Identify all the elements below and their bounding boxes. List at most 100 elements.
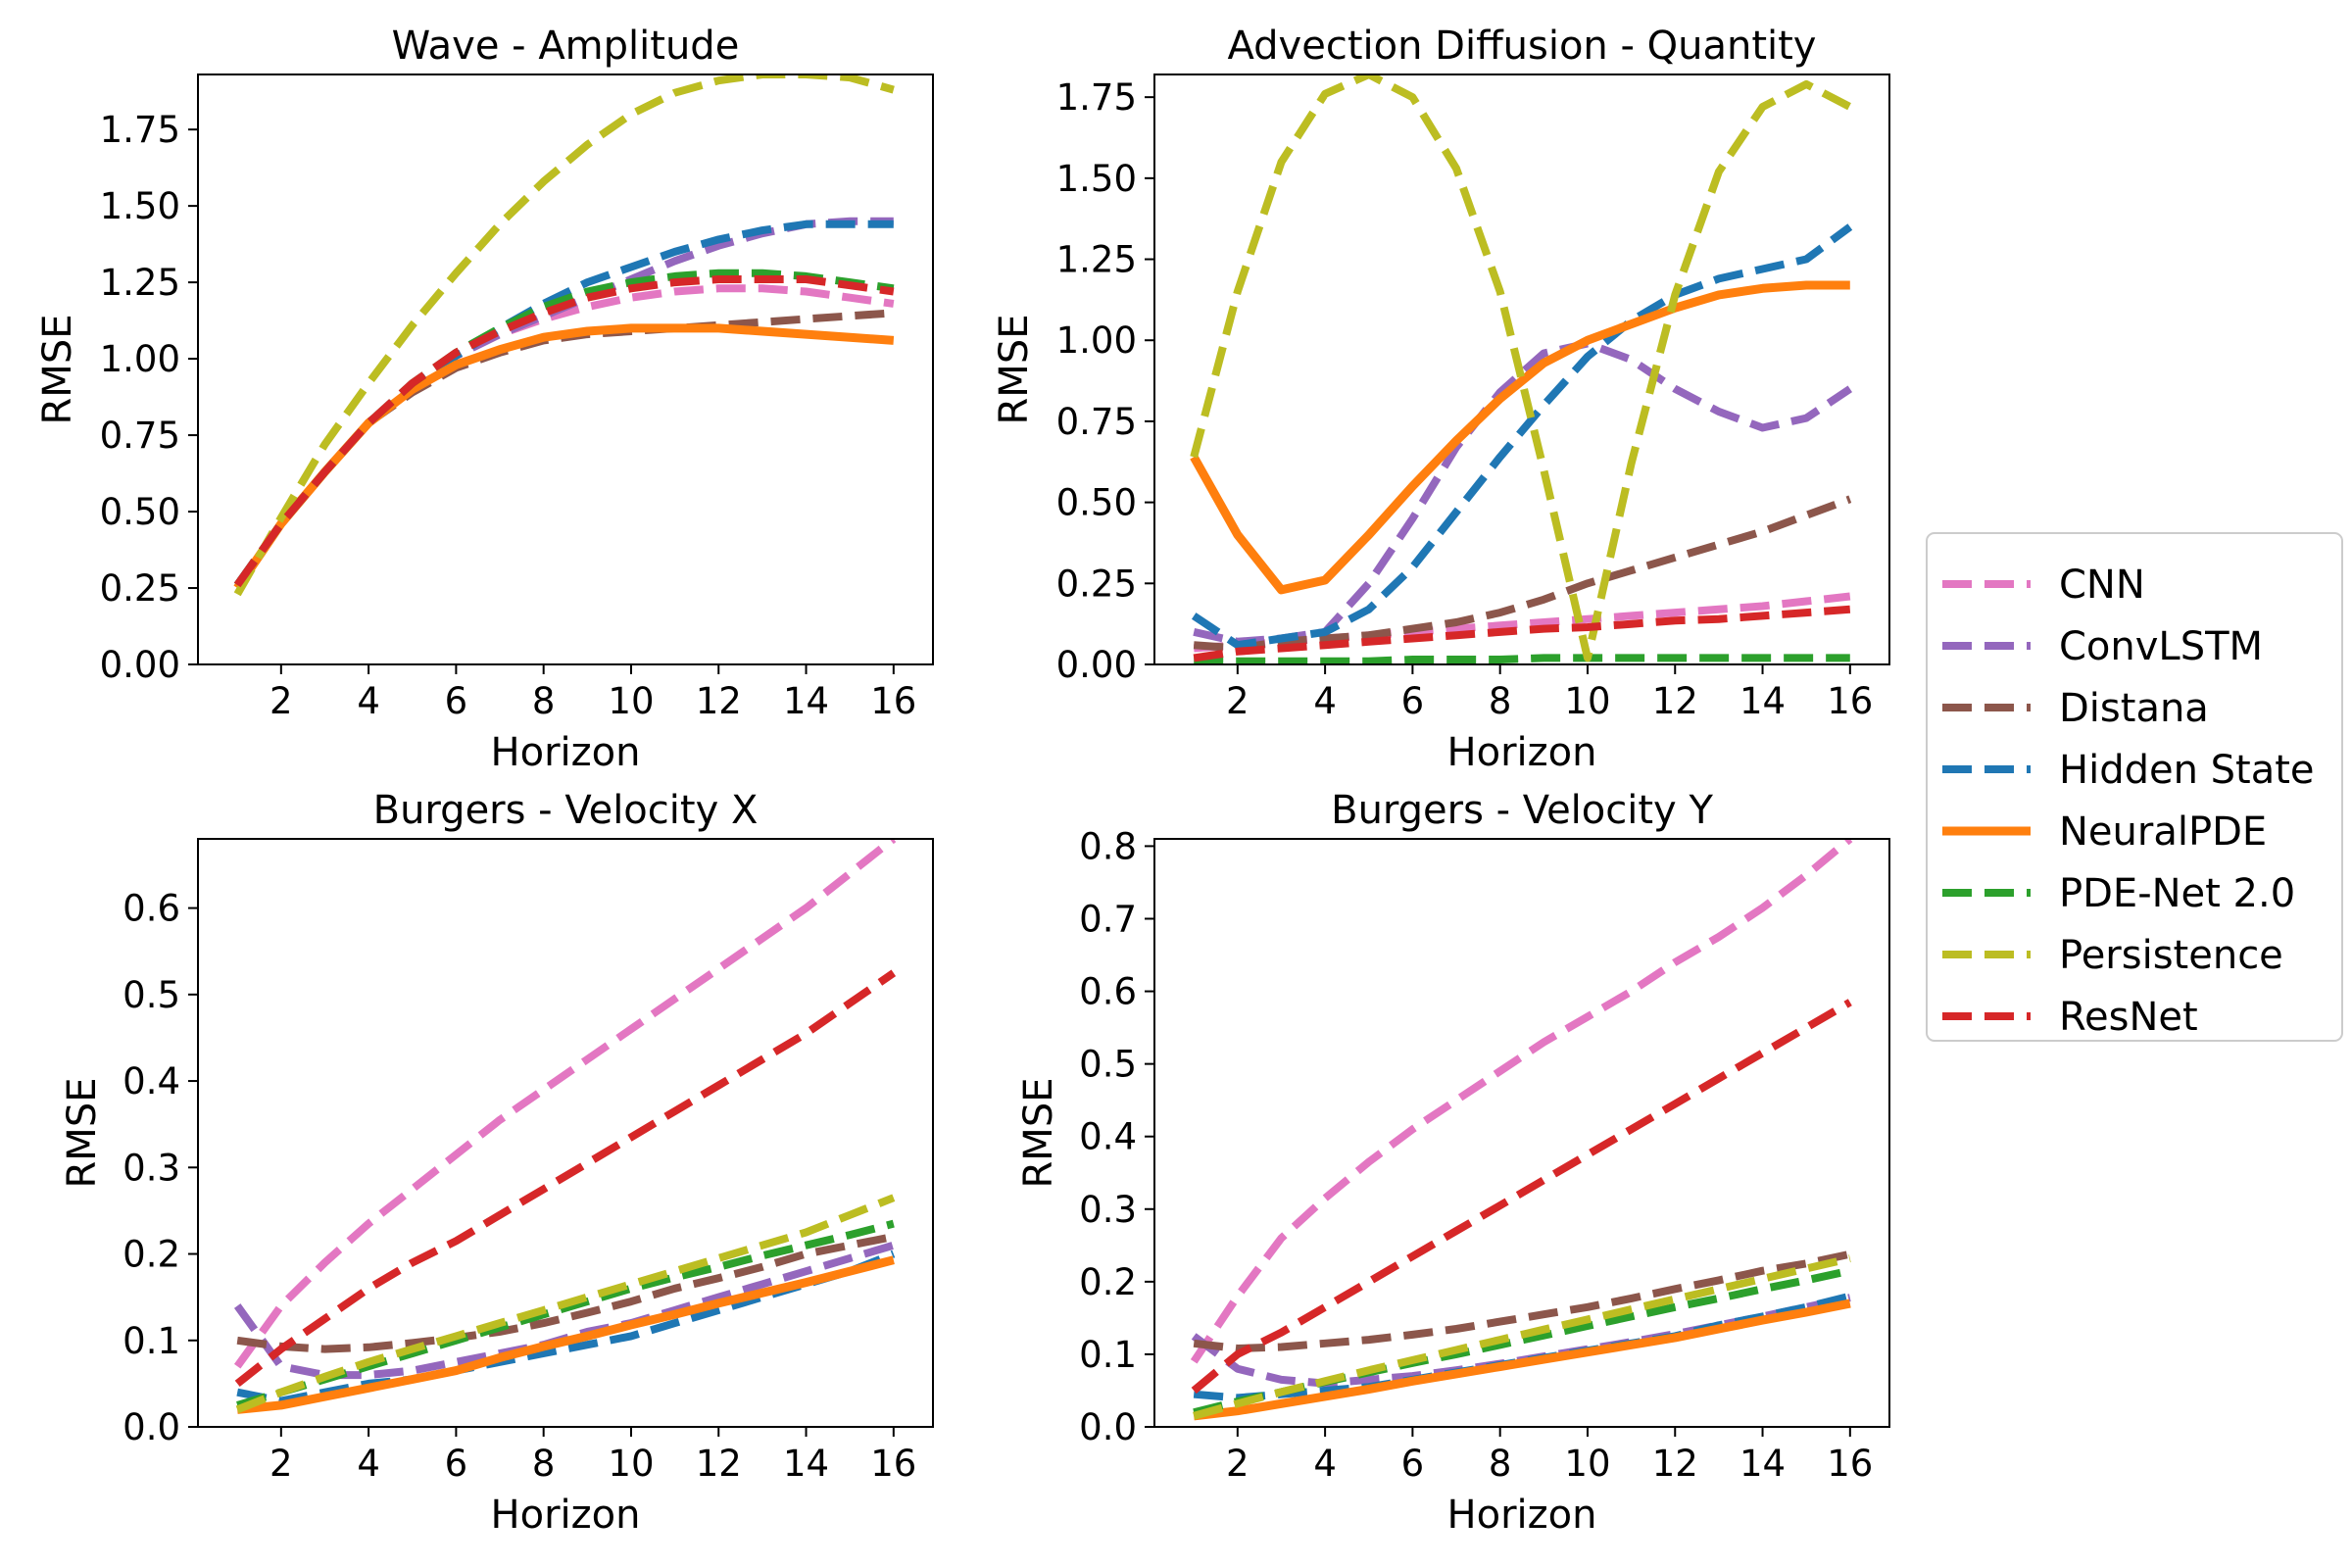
y-tick-label: 1.00 bbox=[100, 338, 180, 380]
y-tick-label: 0.1 bbox=[122, 1320, 180, 1362]
x-tick-label: 16 bbox=[870, 680, 916, 722]
x-tick-label: 10 bbox=[608, 680, 654, 722]
series-line-distana bbox=[236, 1232, 895, 1353]
y-tick-label: 0.8 bbox=[1079, 825, 1137, 867]
series-line-resnet bbox=[1193, 605, 1851, 662]
y-tick-label: 0.6 bbox=[122, 888, 180, 930]
y-tick-label: 0.0 bbox=[1079, 1406, 1137, 1448]
legend-frame bbox=[1926, 532, 2343, 1042]
series-line-convlstm bbox=[1191, 1294, 1851, 1388]
legend-label-cnn: CNN bbox=[2059, 563, 2145, 608]
subplot-burgers-velocity-y: 2 4 6 8 10 12 14 16 0.0 0.1 0.2 0.3 0.4 0.5 0.6 0.7 0.8 B… bbox=[1016, 788, 1890, 1538]
x-tick-label: 14 bbox=[1740, 680, 1786, 722]
series-line-distana bbox=[233, 309, 895, 588]
series-line-cnn bbox=[233, 839, 897, 1369]
series-line-persistence bbox=[235, 1194, 896, 1414]
x-tick-label: 10 bbox=[1564, 680, 1610, 722]
chart-title: Burgers - Velocity Y bbox=[1331, 788, 1713, 833]
x-tick-label: 4 bbox=[357, 680, 380, 722]
x-axis-label: Horizon bbox=[1447, 730, 1597, 775]
y-tick-label: 0.2 bbox=[1079, 1261, 1137, 1303]
y-tick-label: 1.25 bbox=[100, 262, 180, 304]
series-group bbox=[1190, 74, 1853, 664]
series-line-resnet bbox=[1191, 999, 1852, 1395]
x-tick-label: 14 bbox=[783, 680, 829, 722]
chart-title: Advection Diffusion - Quantity bbox=[1228, 24, 1817, 69]
x-tick-label: 10 bbox=[608, 1443, 654, 1485]
y-tick-label: 0.3 bbox=[1079, 1189, 1137, 1231]
x-tick-label: 8 bbox=[1489, 680, 1512, 722]
series-line-pde-net-2-0 bbox=[1194, 654, 1850, 664]
x-tick-label: 12 bbox=[1652, 680, 1698, 722]
y-tick-label: 0.4 bbox=[122, 1060, 180, 1102]
y-tick-label: 1.75 bbox=[1056, 76, 1137, 119]
x-tick-label: 8 bbox=[1489, 1443, 1512, 1485]
series-line-neuralpde bbox=[236, 1255, 895, 1414]
x-tick-label: 4 bbox=[1313, 680, 1337, 722]
legend-label-resnet: ResNet bbox=[2059, 995, 2198, 1040]
series-line-distana bbox=[1193, 1250, 1851, 1352]
y-tick-label: 0.3 bbox=[122, 1147, 180, 1189]
series-line-persistence bbox=[1193, 1254, 1851, 1420]
series-line-cnn bbox=[1190, 839, 1853, 1364]
series-line-convlstm bbox=[1193, 339, 1853, 646]
axes-frame bbox=[197, 838, 934, 1428]
y-tick-label: 0.5 bbox=[122, 974, 180, 1016]
subplot-advection-diffusion-quantity: 2 4 6 8 10 12 14 16 0.00 0.25 0.50 0.75 1.00 1.25 1.50… bbox=[992, 24, 1890, 775]
y-tick-label: 0.50 bbox=[1056, 482, 1137, 524]
y-tick-label: 1.00 bbox=[1056, 319, 1137, 362]
y-axis-label: RMSE bbox=[992, 315, 1037, 425]
series-group bbox=[233, 839, 897, 1414]
x-axis-label: Horizon bbox=[491, 730, 641, 775]
x-tick-label: 14 bbox=[783, 1443, 829, 1485]
x-tick-label: 16 bbox=[870, 1443, 916, 1485]
y-tick-label: 0.25 bbox=[100, 567, 180, 610]
legend-label-distana: Distana bbox=[2059, 686, 2209, 731]
series-line-neuralpde bbox=[1190, 280, 1850, 595]
legend: CNN ConvLSTM Distana Hidden State NeuralPDE P… bbox=[1926, 532, 2343, 1042]
subplot-burgers-velocity-x: 2 4 6 8 10 12 14 16 0.0 0.1 0.2 0.3 0.4 0.5 0.6 Burgers… bbox=[60, 788, 934, 1538]
x-tick-label: 12 bbox=[696, 680, 742, 722]
x-tick-label: 2 bbox=[270, 1443, 293, 1485]
y-tick-label: 0.6 bbox=[1079, 971, 1137, 1013]
x-tick-label: 6 bbox=[445, 680, 468, 722]
y-tick-label: 0.75 bbox=[100, 415, 180, 457]
x-tick-label: 2 bbox=[270, 680, 293, 722]
y-tick-label: 0.4 bbox=[1079, 1116, 1137, 1158]
y-tick-label: 0.50 bbox=[100, 491, 180, 533]
series-line-neuralpde bbox=[1193, 1298, 1851, 1421]
series-line-persistence bbox=[1190, 74, 1852, 662]
x-tick-label: 2 bbox=[1226, 1443, 1250, 1485]
x-tick-label: 6 bbox=[1401, 1443, 1425, 1485]
x-tick-label: 6 bbox=[445, 1443, 468, 1485]
series-line-distana bbox=[1193, 495, 1852, 653]
y-tick-label: 0.2 bbox=[122, 1234, 180, 1276]
chart-title: Wave - Amplitude bbox=[392, 24, 740, 69]
series-group bbox=[233, 74, 895, 597]
series-line-resnet bbox=[234, 969, 897, 1388]
x-axis-label: Horizon bbox=[491, 1493, 641, 1538]
legend-label-hidden-state: Hidden State bbox=[2059, 748, 2315, 793]
x-tick-label: 6 bbox=[1401, 680, 1425, 722]
y-axis-label: RMSE bbox=[1016, 1078, 1061, 1189]
x-tick-label: 12 bbox=[696, 1443, 742, 1485]
chart-title: Burgers - Velocity X bbox=[373, 788, 759, 833]
x-tick-label: 12 bbox=[1652, 1443, 1698, 1485]
y-tick-label: 0.00 bbox=[1056, 644, 1137, 686]
y-tick-label: 0.7 bbox=[1079, 898, 1137, 940]
y-tick-label: 1.25 bbox=[1056, 239, 1137, 281]
y-tick-label: 1.50 bbox=[1056, 158, 1137, 200]
x-tick-label: 4 bbox=[1313, 1443, 1337, 1485]
subplot-wave-amplitude: 2 4 6 8 10 12 14 16 0.00 0.25 0.50 0.75 1.00 1.25 1.50… bbox=[35, 24, 934, 775]
x-tick-label: 16 bbox=[1827, 1443, 1873, 1485]
y-tick-label: 0.75 bbox=[1056, 401, 1137, 443]
x-tick-label: 8 bbox=[532, 1443, 556, 1485]
y-tick-label: 0.0 bbox=[122, 1406, 180, 1448]
axes-frame bbox=[1153, 74, 1890, 665]
series-line-persistence bbox=[233, 74, 895, 597]
series-line-neuralpde bbox=[233, 323, 895, 591]
y-tick-label: 1.50 bbox=[100, 185, 180, 227]
legend-label-pde-net-2-0: PDE-Net 2.0 bbox=[2059, 871, 2295, 916]
x-tick-label: 10 bbox=[1564, 1443, 1610, 1485]
